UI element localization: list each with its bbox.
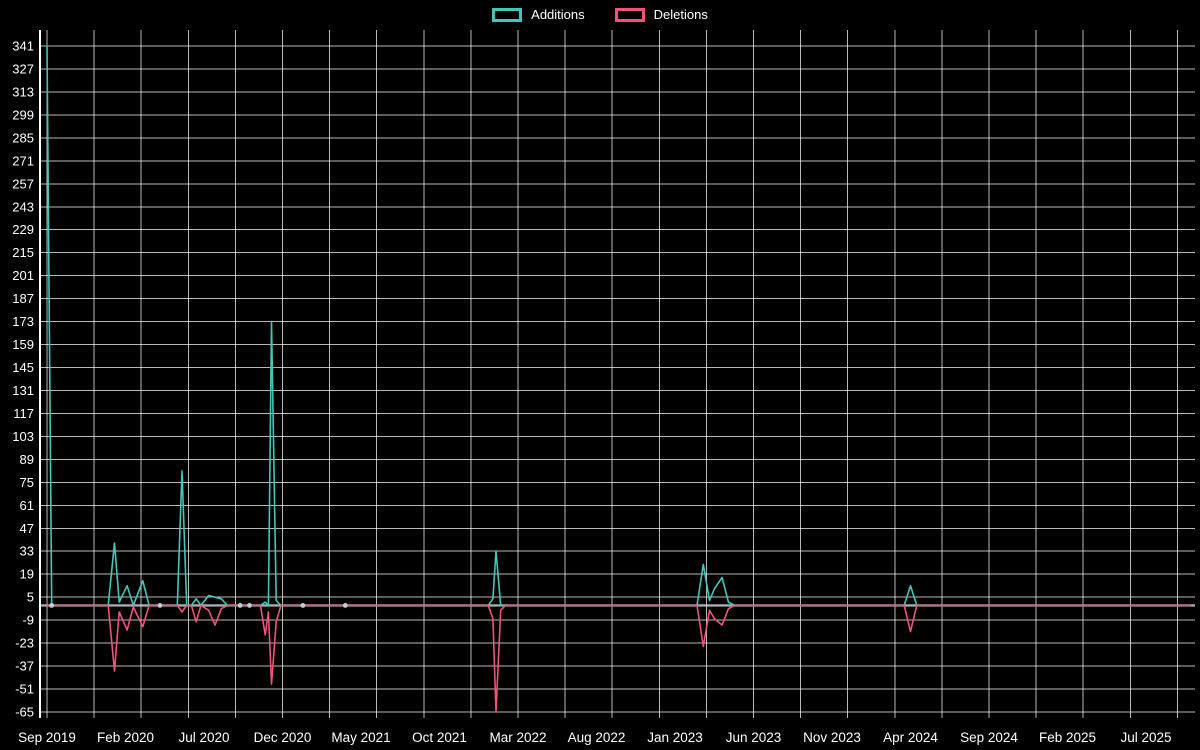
svg-text:145: 145: [12, 360, 34, 375]
svg-text:257: 257: [12, 176, 34, 191]
svg-text:33: 33: [20, 544, 34, 559]
svg-text:47: 47: [20, 521, 34, 536]
svg-text:19: 19: [20, 567, 34, 582]
svg-text:Mar 2022: Mar 2022: [489, 730, 546, 745]
legend-label-additions: Additions: [531, 7, 585, 22]
svg-text:117: 117: [13, 406, 34, 421]
svg-text:229: 229: [12, 222, 34, 237]
legend-label-deletions: Deletions: [653, 7, 708, 22]
svg-text:131: 131: [12, 383, 34, 398]
svg-text:159: 159: [12, 337, 34, 352]
svg-text:61: 61: [20, 498, 34, 513]
svg-text:299: 299: [12, 107, 34, 122]
svg-text:201: 201: [12, 268, 34, 283]
svg-text:Apr 2024: Apr 2024: [883, 730, 938, 745]
svg-text:-23: -23: [15, 636, 34, 651]
svg-text:243: 243: [12, 199, 34, 214]
svg-text:-51: -51: [15, 682, 34, 697]
svg-text:Aug 2022: Aug 2022: [568, 730, 626, 745]
svg-text:Sep 2024: Sep 2024: [960, 730, 1018, 745]
svg-text:103: 103: [12, 429, 34, 444]
svg-text:-37: -37: [15, 659, 34, 674]
svg-text:75: 75: [20, 475, 34, 490]
svg-text:Jul 2020: Jul 2020: [178, 730, 229, 745]
svg-text:Dec 2020: Dec 2020: [254, 730, 312, 745]
svg-text:Jan 2023: Jan 2023: [647, 730, 703, 745]
additions-swatch-icon: [492, 8, 523, 22]
svg-text:Sep 2019: Sep 2019: [18, 730, 76, 745]
svg-text:187: 187: [12, 291, 34, 306]
svg-text:285: 285: [12, 130, 34, 145]
svg-text:327: 327: [12, 62, 34, 77]
svg-text:May 2021: May 2021: [331, 730, 390, 745]
svg-text:271: 271: [12, 153, 34, 168]
svg-text:Jun 2023: Jun 2023: [726, 730, 782, 745]
svg-text:5: 5: [27, 590, 34, 605]
svg-text:313: 313: [12, 84, 34, 99]
svg-text:341: 341: [12, 39, 34, 54]
legend-item-additions[interactable]: Additions: [492, 7, 585, 22]
svg-text:Nov 2023: Nov 2023: [803, 730, 861, 745]
svg-text:Feb 2020: Feb 2020: [97, 730, 154, 745]
svg-text:Oct 2021: Oct 2021: [412, 730, 467, 745]
svg-text:Jul 2025: Jul 2025: [1120, 730, 1171, 745]
chart-legend: Additions Deletions: [0, 8, 1200, 22]
svg-text:-9: -9: [22, 613, 34, 628]
svg-text:Feb 2025: Feb 2025: [1039, 730, 1096, 745]
svg-text:215: 215: [12, 245, 34, 260]
svg-text:-65: -65: [15, 705, 34, 720]
legend-item-deletions[interactable]: Deletions: [614, 7, 708, 22]
svg-text:173: 173: [12, 314, 34, 329]
deletions-swatch-icon: [614, 8, 645, 22]
svg-text:89: 89: [20, 452, 34, 467]
